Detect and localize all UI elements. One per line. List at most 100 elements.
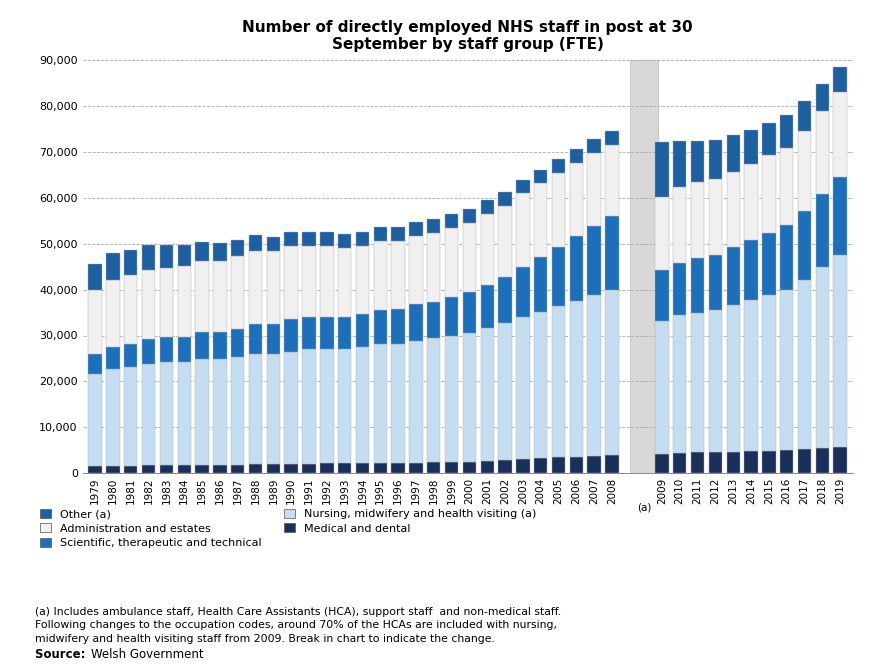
Bar <box>629 60 658 473</box>
Bar <box>177 337 190 362</box>
Title: Number of directly employed NHS staff in post at 30
September by staff group (FT: Number of directly employed NHS staff in… <box>242 20 692 52</box>
Bar <box>196 261 209 332</box>
Bar <box>320 349 333 464</box>
Bar <box>142 339 155 364</box>
Bar <box>444 336 458 462</box>
Bar <box>355 246 368 315</box>
Bar <box>355 346 368 464</box>
Bar <box>534 170 547 183</box>
Bar <box>267 325 280 354</box>
Bar <box>373 309 387 344</box>
Bar <box>690 258 703 313</box>
Bar <box>569 236 582 301</box>
Bar <box>761 155 774 233</box>
Bar <box>797 211 810 280</box>
Bar <box>284 464 297 473</box>
Bar <box>744 240 757 300</box>
Bar <box>196 465 209 473</box>
Bar <box>320 246 333 317</box>
Text: Welsh Government: Welsh Government <box>91 648 203 661</box>
Bar <box>160 362 173 465</box>
Bar <box>391 241 404 309</box>
Bar <box>673 187 686 262</box>
Bar <box>480 461 494 473</box>
Bar <box>551 173 565 246</box>
Bar <box>89 354 102 374</box>
Bar <box>427 301 440 338</box>
Bar <box>462 223 475 292</box>
Bar <box>654 270 667 321</box>
Bar <box>373 227 387 241</box>
Bar <box>320 232 333 246</box>
Bar <box>797 449 810 473</box>
Bar <box>391 344 404 463</box>
Bar <box>373 463 387 473</box>
Bar <box>726 248 739 305</box>
Bar <box>355 464 368 473</box>
Bar <box>408 305 422 341</box>
Bar <box>249 235 262 251</box>
Bar <box>89 466 102 473</box>
Bar <box>196 360 209 465</box>
Bar <box>744 130 757 164</box>
Bar <box>833 177 846 255</box>
Bar <box>814 194 828 267</box>
Bar <box>302 317 315 349</box>
Bar <box>213 261 226 332</box>
Bar <box>124 466 137 473</box>
Bar <box>534 256 547 311</box>
Bar <box>833 67 846 92</box>
Bar <box>106 370 120 466</box>
Bar <box>654 321 667 454</box>
Bar <box>814 267 828 448</box>
Bar <box>551 160 565 173</box>
Bar <box>355 315 368 346</box>
Text: (a) Includes ambulance staff, Health Care Assistants (HCA), support staff  and n: (a) Includes ambulance staff, Health Car… <box>35 607 561 643</box>
Bar <box>515 317 529 460</box>
Bar <box>249 325 262 354</box>
Bar <box>142 270 155 339</box>
Bar <box>177 465 190 473</box>
Bar <box>391 463 404 473</box>
Bar <box>462 292 475 333</box>
Bar <box>213 332 226 360</box>
Bar <box>498 460 511 473</box>
Bar <box>654 142 667 197</box>
Bar <box>124 344 137 367</box>
Bar <box>779 115 793 148</box>
Bar <box>833 255 846 448</box>
Bar <box>569 301 582 456</box>
Bar <box>569 456 582 473</box>
Bar <box>744 451 757 473</box>
Text: (a): (a) <box>636 503 651 513</box>
Bar <box>267 354 280 464</box>
Bar <box>427 462 440 473</box>
Bar <box>124 250 137 275</box>
Bar <box>337 248 351 317</box>
Bar <box>302 464 315 473</box>
Bar <box>673 453 686 473</box>
Bar <box>480 285 494 328</box>
Bar <box>284 232 297 246</box>
Bar <box>196 242 209 261</box>
Bar <box>673 141 686 187</box>
Bar <box>249 464 262 473</box>
Bar <box>814 111 828 194</box>
Bar <box>284 319 297 352</box>
Bar <box>587 295 600 456</box>
Bar <box>142 245 155 270</box>
Bar <box>106 346 120 370</box>
Bar <box>427 338 440 462</box>
Bar <box>480 213 494 285</box>
Bar <box>177 362 190 465</box>
Bar <box>726 135 739 172</box>
Bar <box>302 246 315 317</box>
Bar <box>708 140 721 179</box>
Bar <box>605 216 618 290</box>
Bar <box>267 464 280 473</box>
Bar <box>761 295 774 451</box>
Bar <box>534 458 547 473</box>
Bar <box>654 197 667 270</box>
Bar <box>408 462 422 473</box>
Bar <box>587 140 600 153</box>
